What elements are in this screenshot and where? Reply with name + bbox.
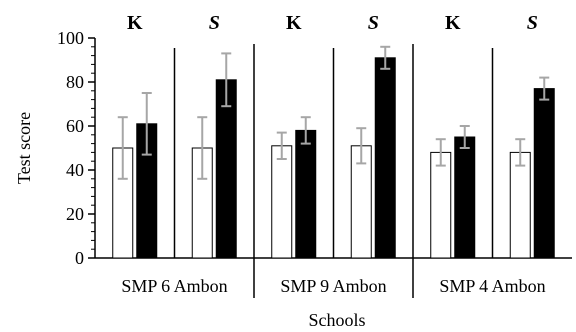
x-axis-title: Schools	[308, 310, 365, 330]
black-bar	[533, 88, 555, 259]
panel-label: K	[445, 12, 461, 34]
panel-label: K	[286, 12, 302, 34]
black-bar	[295, 129, 317, 259]
plot-area: 0 20 40 60 80 100 K S SMP 6 Ambon K S SMP 9 Ambon K S…	[57, 12, 572, 298]
white-bar	[430, 151, 452, 259]
white-bar	[509, 151, 531, 259]
black-bar	[454, 136, 476, 259]
y-tick-label: 20	[66, 204, 84, 224]
x-group-label: SMP 9 Ambon	[280, 276, 386, 296]
white-bar	[271, 145, 293, 259]
black-bar	[374, 57, 396, 259]
x-group-label: SMP 6 Ambon	[121, 276, 227, 296]
x-group-label: SMP 4 Ambon	[439, 276, 545, 296]
y-tick-label: 40	[66, 160, 84, 180]
y-tick-label: 0	[75, 248, 84, 268]
panel-label: S	[209, 12, 220, 34]
panel-label: S	[368, 12, 379, 34]
y-tick-label: 100	[57, 28, 84, 48]
y-axis-title: Test score	[14, 112, 34, 184]
panel-label: S	[527, 12, 538, 34]
panel-label: K	[127, 12, 143, 34]
y-tick-label: 60	[66, 116, 84, 136]
y-tick-label: 80	[66, 72, 84, 92]
